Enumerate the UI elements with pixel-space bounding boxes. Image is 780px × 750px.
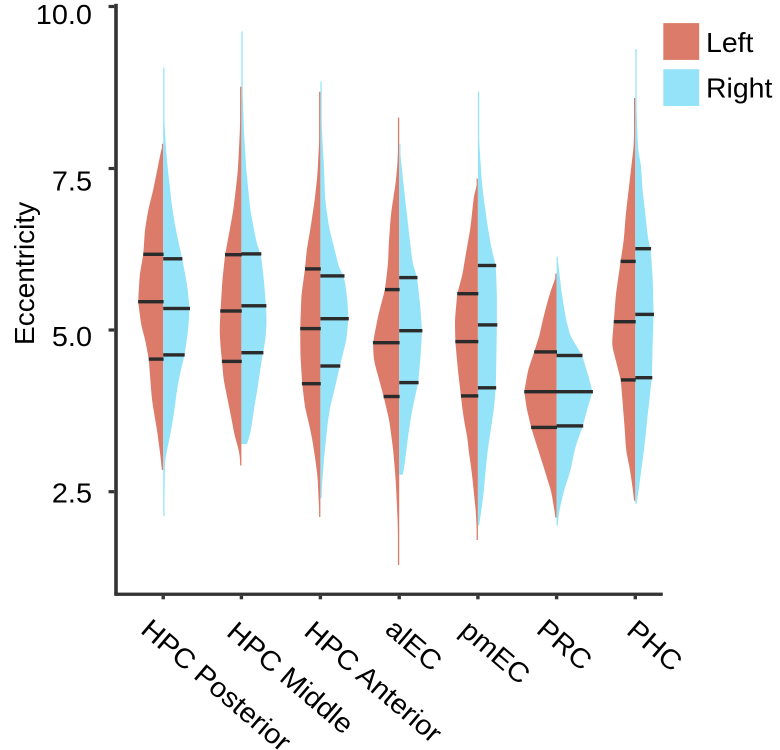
svg-text:7.5: 7.5 — [52, 165, 92, 196]
svg-text:alEC: alEC — [379, 613, 447, 678]
svg-text:10.0: 10.0 — [36, 0, 92, 30]
svg-text:Right: Right — [706, 73, 773, 103]
svg-text:Eccentricity: Eccentricity — [9, 202, 40, 345]
svg-text:2.5: 2.5 — [52, 477, 92, 508]
svg-text:Left: Left — [706, 27, 754, 57]
svg-text:PRC: PRC — [531, 613, 598, 677]
svg-text:PHC: PHC — [621, 614, 688, 678]
svg-text:pmEC: pmEC — [454, 614, 536, 690]
svg-text:5.0: 5.0 — [52, 321, 92, 352]
